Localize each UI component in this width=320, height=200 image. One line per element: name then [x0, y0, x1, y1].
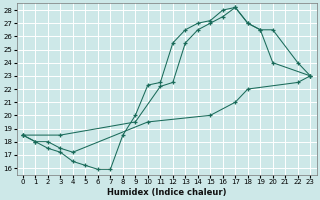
- X-axis label: Humidex (Indice chaleur): Humidex (Indice chaleur): [107, 188, 226, 197]
